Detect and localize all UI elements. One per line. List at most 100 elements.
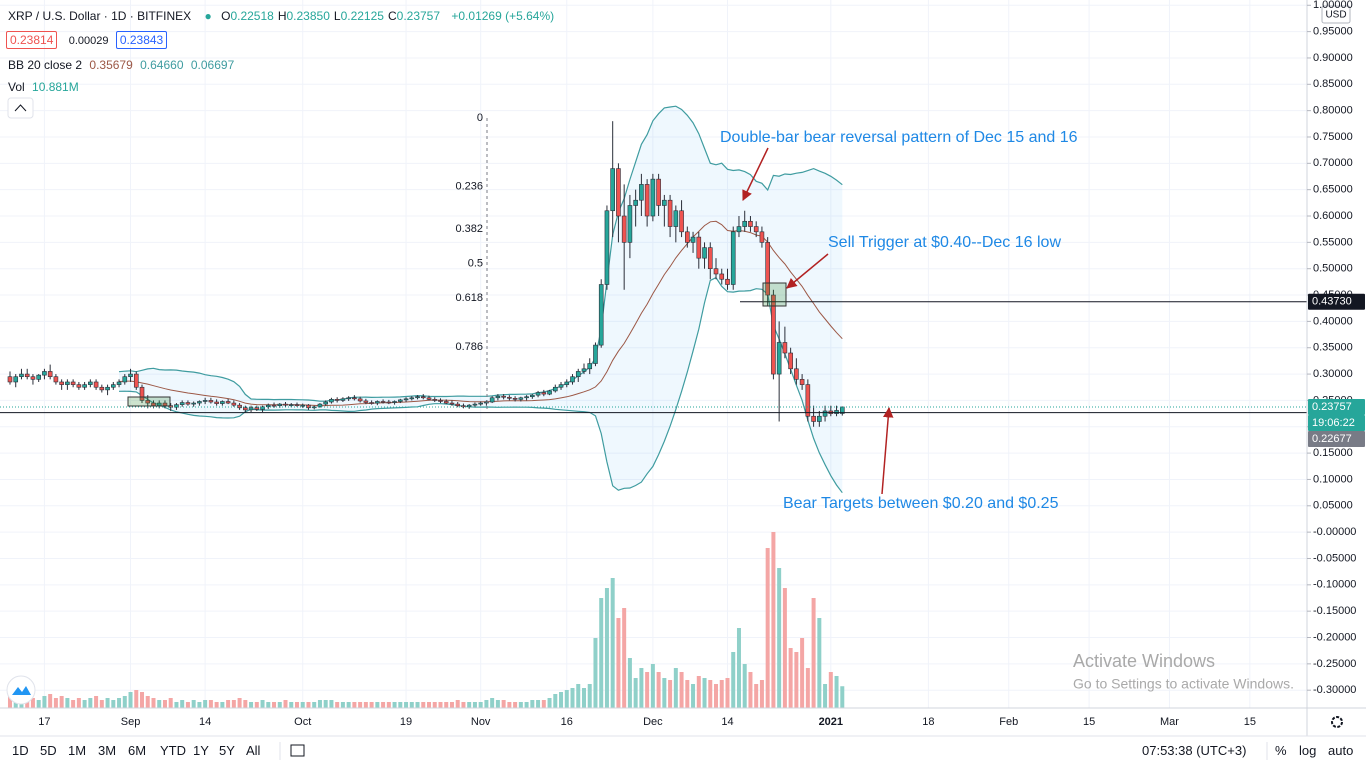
candle-body <box>541 392 547 395</box>
candle-body <box>329 399 334 403</box>
candle-body <box>116 381 122 385</box>
volume-bar <box>547 698 552 708</box>
candle-body <box>839 406 845 414</box>
annotation: Sell Trigger at $0.40--Dec 16 low <box>828 234 1061 251</box>
y-tick-label: 0.95000 <box>1313 26 1353 38</box>
candle-body <box>105 386 110 391</box>
candle-body <box>725 278 730 285</box>
candle-body <box>340 398 346 401</box>
quote-row: 0.23814 0.00029 0.23843 <box>6 31 171 49</box>
volume-bar <box>226 700 231 708</box>
candle-body <box>552 386 558 392</box>
candle-body <box>409 397 415 400</box>
volume-bar <box>415 702 420 708</box>
volume-bar <box>541 700 546 708</box>
candle-body <box>88 381 93 385</box>
logo[interactable] <box>6 675 36 705</box>
volume-bar <box>472 702 477 708</box>
volume-bar <box>111 700 116 708</box>
volume-bar <box>392 702 397 708</box>
bb-lower: 0.06697 <box>190 58 235 72</box>
ask[interactable]: 0.23843 <box>115 31 168 49</box>
ohlc-key: C <box>387 9 397 23</box>
x-tick-label: 17 <box>38 716 50 728</box>
volume-bar <box>759 680 764 708</box>
ohlc-key: O <box>221 9 231 23</box>
volume-bar <box>266 702 271 708</box>
volume-bar <box>71 700 76 708</box>
logo-icon[interactable] <box>12 686 31 695</box>
volume-bar <box>518 702 523 708</box>
volume-bar <box>317 700 322 708</box>
bid[interactable]: 0.23814 <box>6 31 58 49</box>
volume-bar <box>604 588 609 708</box>
volume-bar <box>559 692 564 708</box>
volume-bar <box>99 700 104 708</box>
candle-body <box>805 384 811 417</box>
volume-bar <box>673 668 678 708</box>
fib-label: 0.236 <box>455 181 483 193</box>
candle-body <box>484 401 489 404</box>
candle-body <box>59 381 64 385</box>
volume-bar <box>381 702 386 708</box>
symbol[interactable]: XRP / U.S. Dollar · 1D · BITFINEX <box>8 9 192 23</box>
candle-body <box>799 379 805 385</box>
volume-bar <box>358 702 363 708</box>
candle-body <box>179 402 185 405</box>
chevron-icon[interactable] <box>14 104 27 112</box>
range-button[interactable]: 5Y <box>219 743 235 758</box>
volume-bar <box>656 672 661 708</box>
settings-icon[interactable] <box>1331 716 1343 728</box>
volume-bar <box>335 702 340 708</box>
range-button[interactable]: 1D <box>12 743 29 758</box>
annotation: Double-bar bear reversal pattern of Dec … <box>720 129 1078 146</box>
volume-bar <box>771 532 776 708</box>
candle-body <box>375 401 380 404</box>
range-button[interactable]: 3M <box>98 743 117 758</box>
candle-body <box>53 376 59 383</box>
hline-label-bg <box>1308 293 1365 310</box>
volume-bar <box>157 700 162 708</box>
watermark-text: Go to Settings to activate Windows. <box>1073 676 1294 692</box>
scale-option[interactable]: auto <box>1328 743 1354 758</box>
candle-body <box>185 402 191 405</box>
calendar-icon[interactable] <box>290 744 305 757</box>
range-button[interactable]: All <box>246 743 261 758</box>
countdown-bg <box>1308 414 1365 431</box>
collapse-button[interactable] <box>7 97 34 119</box>
scale-option[interactable]: % <box>1275 743 1287 758</box>
volume-bar <box>444 702 449 708</box>
candle-body <box>99 386 105 391</box>
scale-option[interactable]: log <box>1299 743 1317 758</box>
currency[interactable]: USD <box>1325 10 1346 21</box>
candle-body <box>438 400 443 402</box>
volume-bar <box>432 702 437 708</box>
range-button[interactable]: 6M <box>128 743 147 758</box>
y-tick-label: 0.10000 <box>1313 473 1353 485</box>
range-button[interactable]: 1Y <box>193 743 209 758</box>
x-tick-label: 14 <box>721 716 733 728</box>
currency-box[interactable] <box>1321 5 1351 24</box>
candle-body <box>208 400 214 403</box>
candle-body <box>82 384 87 388</box>
candle-body <box>478 402 483 405</box>
candle-body <box>139 386 145 401</box>
candle-body <box>788 352 793 370</box>
range-button[interactable]: YTD <box>160 743 186 758</box>
y-tick-label: 0.70000 <box>1313 157 1353 169</box>
volume-bar <box>685 680 690 708</box>
clock[interactable]: 07:53:38 (UTC+3) <box>1142 743 1247 758</box>
range-button[interactable]: 5D <box>40 743 57 758</box>
volume-bar <box>214 702 219 708</box>
x-tick-label: Oct <box>294 716 311 728</box>
range-button[interactable]: 1M <box>68 743 87 758</box>
candle-body <box>604 210 610 285</box>
candle-body <box>794 368 799 380</box>
candle-body <box>317 403 323 408</box>
volume-bar <box>94 696 99 708</box>
y-tick-label: -0.20000 <box>1313 631 1356 643</box>
volume-bar <box>467 702 472 708</box>
candle-body <box>7 376 13 383</box>
candle-body <box>415 396 420 399</box>
volume-bar <box>128 692 133 708</box>
